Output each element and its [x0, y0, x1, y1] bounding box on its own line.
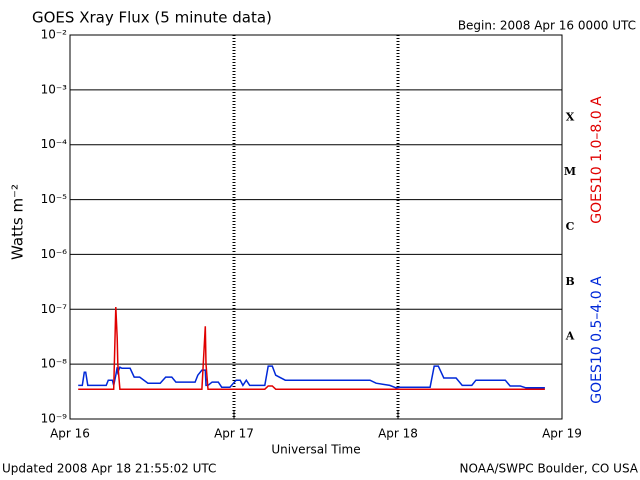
- y-tick-label: 10⁻⁵: [41, 192, 68, 206]
- y-axis-label: Watts m⁻²: [9, 184, 27, 260]
- x-tick-label: Apr 16: [50, 427, 90, 441]
- y-tick-label: 10⁻⁴: [41, 137, 68, 151]
- x-axis-label: Universal Time: [271, 443, 360, 457]
- x-tick-label: Apr 17: [214, 427, 254, 441]
- chart-subtitle: Begin: 2008 Apr 16 0000 UTC: [458, 19, 636, 33]
- series-line: [78, 306, 545, 390]
- y-tick-label: 10⁻³: [41, 82, 68, 96]
- legend-entry: GOES10 1.0–8.0 A: [589, 96, 605, 224]
- flare-class-label: A: [565, 330, 575, 343]
- y-tick-label: 10⁻²: [41, 28, 68, 42]
- x-tick-label: Apr 18: [378, 427, 418, 441]
- y-tick-label: 10⁻⁶: [41, 247, 68, 261]
- y-tick-label: 10⁻⁸: [41, 357, 68, 371]
- flare-class-label: B: [565, 275, 574, 288]
- y-tick-label: 10⁻⁷: [41, 302, 68, 316]
- x-tick-label: Apr 19: [542, 427, 582, 441]
- flare-class-label: M: [564, 165, 576, 178]
- flare-class-label: C: [566, 220, 575, 233]
- flare-class-label: X: [566, 110, 575, 123]
- series-line: [78, 365, 545, 389]
- footer-left: Updated 2008 Apr 18 21:55:02 UTC: [2, 462, 216, 476]
- footer-right: NOAA/SWPC Boulder, CO USA: [460, 462, 639, 476]
- y-tick-label: 10⁻⁹: [41, 412, 68, 426]
- chart-title: GOES Xray Flux (5 minute data): [32, 9, 272, 27]
- plot-frame: [69, 34, 563, 420]
- legend-entry: GOES10 0.5–4.0 A: [589, 276, 605, 404]
